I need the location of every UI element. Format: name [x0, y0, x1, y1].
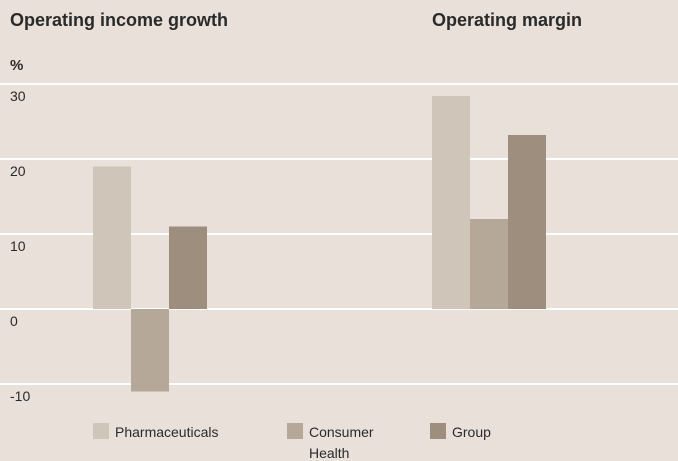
legend-item: Pharmaceuticals [93, 422, 245, 443]
legend-label: Pharmaceuticals [115, 424, 219, 440]
legend-swatch [430, 423, 446, 439]
bar [432, 96, 470, 309]
legend-label: Group [452, 424, 491, 440]
bar [93, 166, 131, 309]
y-axis-label: % [10, 57, 23, 74]
y-tick-label: 10 [10, 238, 26, 254]
y-tick-label: 0 [10, 313, 18, 329]
legend-label: Consumer Health [309, 424, 374, 461]
bar [470, 219, 508, 309]
panel-title: Operating income growth [10, 10, 228, 30]
y-tick-label: 20 [10, 163, 26, 179]
panel-title: Operating margin [432, 10, 582, 30]
bar [131, 309, 169, 392]
bar [169, 226, 207, 309]
y-tick-label: -10 [10, 388, 30, 404]
bar [508, 135, 546, 309]
legend-swatch [93, 423, 109, 439]
legend-swatch [287, 423, 303, 439]
legend-item: Consumer Health [287, 422, 389, 461]
legend-item: Group [430, 422, 532, 443]
y-tick-label: 30 [10, 88, 26, 104]
